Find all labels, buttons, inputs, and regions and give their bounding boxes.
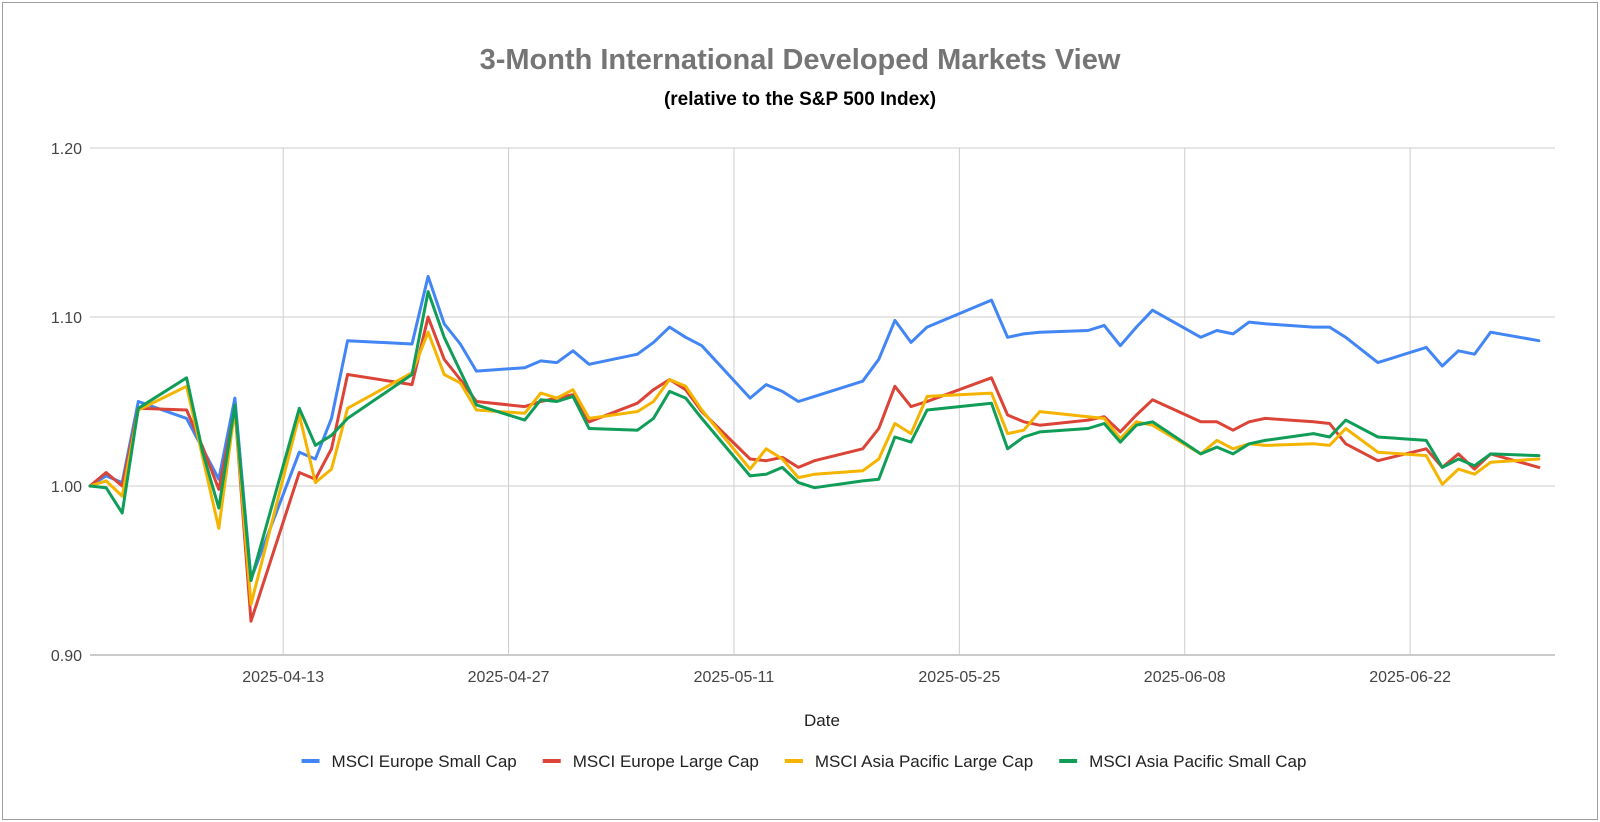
legend-label-2: MSCI Europe Large Cap	[573, 752, 759, 771]
x-axis-title: Date	[804, 711, 840, 730]
legend-label-1: MSCI Europe Small Cap	[332, 752, 517, 771]
y-axis-ticks: 1.20 1.10 1.00 0.90	[51, 141, 82, 665]
gridlines	[90, 147, 1555, 656]
x-tick-label: 2025-06-22	[1369, 669, 1451, 686]
y-tick-label: 1.10	[51, 310, 82, 327]
legend-label-4: MSCI Asia Pacific Small Cap	[1089, 752, 1306, 771]
series-line-1	[88, 274, 1541, 581]
legend: MSCI Europe Small Cap MSCI Europe Large C…	[301, 752, 1306, 771]
y-tick-label: 1.20	[51, 141, 82, 158]
chart-subtitle: (relative to the S&P 500 Index)	[664, 89, 936, 110]
x-tick-label: 2025-05-11	[694, 669, 775, 686]
x-tick-label: 2025-04-13	[242, 669, 324, 686]
y-tick-label: 1.00	[51, 479, 82, 496]
chart-title: 3-Month International Developed Markets …	[480, 44, 1121, 76]
series-lines	[88, 274, 1541, 623]
series-line-4	[88, 290, 1541, 583]
x-axis-ticks: 2025-04-13 2025-04-27 2025-05-11 2025-05-25…	[242, 669, 1451, 686]
series-line-2	[88, 315, 1541, 623]
x-tick-label: 2025-04-27	[468, 669, 550, 686]
legend-label-3: MSCI Asia Pacific Large Cap	[815, 752, 1033, 771]
y-tick-label: 0.90	[51, 648, 82, 665]
x-tick-label: 2025-05-25	[918, 669, 1000, 686]
x-tick-label: 2025-06-08	[1144, 669, 1226, 686]
series-line-3	[88, 330, 1541, 606]
